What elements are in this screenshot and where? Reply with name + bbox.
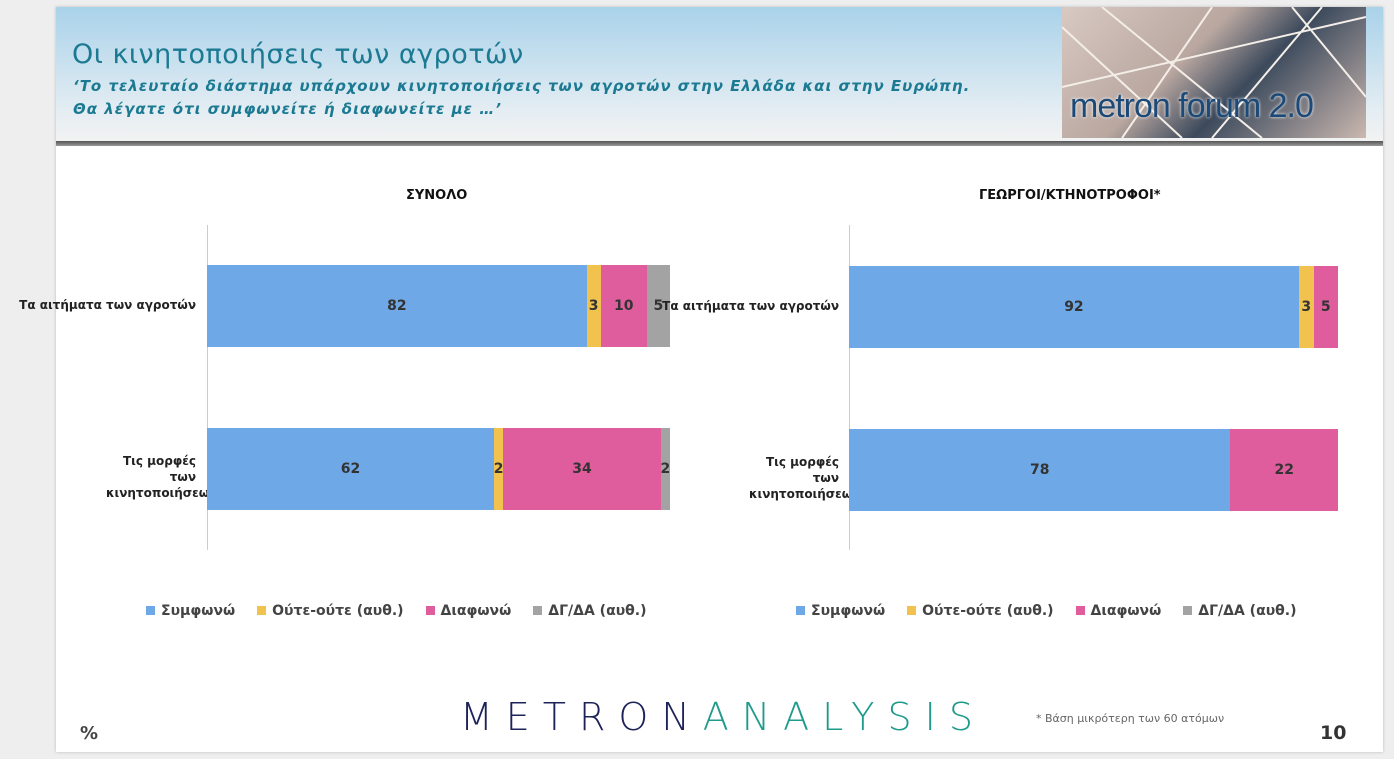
category-label: Τα αιτήματα των αγροτών [662,299,839,313]
slide: Οι κινητοποιήσεις των αγροτών ‘Το τελευτ… [19,7,1383,752]
legend-swatch-icon [146,606,155,615]
bar-segment: 3 [586,265,601,347]
legend-label: Διαφωνώ [1090,603,1162,619]
legend-swatch-icon [907,606,917,615]
legend-swatch-icon [257,606,267,615]
legend-swatch-icon [425,606,435,615]
legend-item: Συμφωνώ [796,603,885,619]
legend-label: Συμφωνώ [811,603,886,619]
bar-segment: 22 [1230,429,1338,511]
chart-title: ΣΥΝΟΛΟ [406,188,468,203]
legend-item: ΔΓ/ΔΑ (αυθ.) [1183,603,1296,619]
legend-label: ΔΓ/ΔΑ (αυθ.) [1198,603,1297,619]
metron-forum-logo: metron forum 2.0 [1062,7,1366,138]
legend-swatch-icon [796,606,805,615]
chart-axis [207,225,208,550]
subtitle-line-1: ‘Το τελευταίο διάστημα υπάρχουν κινητοπο… [73,77,971,95]
legend-item: Διαφωνώ [1075,603,1162,619]
category-label: Τα αιτήματα των αγροτών [19,298,196,312]
legend-label: ΔΓ/ΔΑ (αυθ.) [548,603,647,619]
legend-item: Ούτε-ούτε (αυθ.) [907,603,1054,619]
legend-item: Ούτε-ούτε (αυθ.) [257,603,404,619]
category-label: Τις μορφές των κινητοποιήσεων [749,455,861,501]
bar-segment: 2 [660,428,670,510]
page-number: 10 [1320,722,1347,744]
legend-label: Ούτε-ούτε (αυθ.) [922,603,1054,619]
legend-label: Ούτε-ούτε (αυθ.) [272,603,404,619]
legend-item: Διαφωνώ [425,603,512,619]
page-title: Οι κινητοποιήσεις των αγροτών [72,39,524,70]
logo-pattern-icon [1062,7,1366,138]
bar-segment: 10 [600,265,647,347]
chart-title: ΓΕΩΡΓΟΙ/ΚΤΗΝΟΤΡΟΦΟΙ* [979,188,1161,203]
header: Οι κινητοποιήσεις των αγροτών ‘Το τελευτ… [56,7,1383,141]
bar-segment: 5 [646,265,670,347]
chart-legend: Συμφωνώ Ούτε-ούτε (αυθ.) Διαφωνώ ΔΓ/ΔΑ (αυθ… [146,603,646,619]
category-label: Τις μορφές των κινητοποιήσεων [106,454,218,500]
legend-swatch-icon [1075,606,1085,615]
bar-segment: 92 [849,266,1299,348]
bar-segment: 5 [1313,266,1338,348]
bar-segment: 3 [1298,266,1314,348]
legend-swatch-icon [533,606,543,615]
legend-swatch-icon [1183,606,1193,615]
bar-segment: 34 [503,428,661,510]
bar-segment: 62 [207,428,495,510]
header-divider [56,141,1383,146]
chart-axis [849,225,850,550]
metron-analysis-logo: METRONANALYSIS [460,695,986,739]
legend-item: ΔΓ/ΔΑ (αυθ.) [533,603,646,619]
legend-label: Συμφωνώ [161,603,236,619]
chart-legend: Συμφωνώ Ούτε-ούτε (αυθ.) Διαφωνώ ΔΓ/ΔΑ (αυθ… [796,603,1296,619]
bar-segment: 82 [207,265,587,347]
percent-label: % [80,723,99,744]
legend-item: Συμφωνώ [146,603,235,619]
bar-segment: 78 [849,429,1231,511]
subtitle-line-2: Θα λέγατε ότι συμφωνείτε ή διαφωνείτε με… [73,100,502,118]
footnote: * Βάση μικρότερη των 60 ατόμων [1036,712,1225,725]
legend-label: Διαφωνώ [440,603,512,619]
bar-segment: 2 [494,428,504,510]
